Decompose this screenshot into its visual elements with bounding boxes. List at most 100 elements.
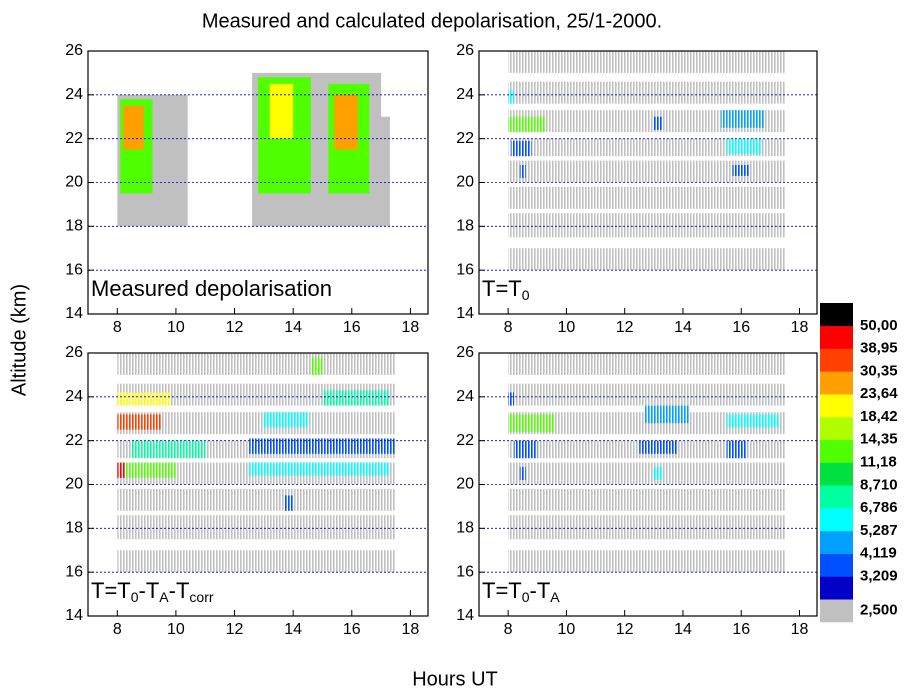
heatmap-cell (263, 412, 308, 428)
x-tick-label: 12 (226, 319, 244, 336)
x-axis-label: Hours UT (412, 668, 498, 690)
x-tick-label: 12 (616, 319, 634, 336)
y-tick-label: 14 (65, 305, 83, 322)
y-tick-label: 20 (456, 174, 474, 191)
colorbar-label: 23,64 (860, 385, 898, 402)
heatmap-cell (508, 515, 785, 540)
y-tick-label: 26 (456, 42, 474, 59)
heatmap-cell (269, 83, 294, 139)
x-tick-label: 18 (791, 621, 809, 638)
heatmap-cell (117, 414, 162, 430)
x-tick-label: 8 (504, 319, 513, 336)
heatmap-cell (310, 357, 323, 375)
y-tick-label: 16 (65, 261, 83, 278)
panel-label-part: T=T (482, 276, 522, 301)
figure-title: Measured and calculated depolarisation, … (202, 10, 662, 32)
x-tick-label: 18 (402, 621, 420, 638)
heatmap-cell (653, 116, 663, 130)
colorbar-label: 6,786 (860, 499, 898, 516)
y-tick-label: 18 (65, 218, 83, 235)
y-tick-label: 26 (456, 344, 474, 361)
heatmap-cell (508, 160, 785, 183)
x-tick-label: 16 (343, 621, 361, 638)
heatmap-cell (284, 495, 294, 511)
heatmap-cell (508, 213, 785, 238)
colorbar-swatch (820, 394, 853, 418)
panel-label: Measured depolarisation (91, 276, 332, 301)
x-tick-label: 16 (732, 621, 750, 638)
heatmap-cell (508, 81, 785, 104)
heatmap-cells (117, 72, 390, 227)
colorbar-label: 18,42 (860, 408, 898, 425)
heatmap-cell (732, 164, 750, 176)
x-tick-label: 14 (674, 319, 692, 336)
x-tick-label: 8 (113, 319, 122, 336)
y-tick-label: 18 (456, 218, 474, 235)
heatmap-cell (726, 414, 780, 428)
heatmap-cell (720, 110, 765, 128)
colorbar-swatch (820, 371, 853, 395)
colorbar-label: 3,209 (860, 567, 898, 584)
colorbar-swatch (820, 439, 853, 463)
y-tick-label: 20 (65, 476, 83, 493)
heatmap-cell (645, 405, 689, 424)
heatmap-cell (131, 440, 206, 459)
colorbar-label: 30,35 (860, 362, 898, 379)
y-tick-label: 20 (65, 174, 83, 191)
heatmap-cell (117, 392, 171, 406)
panel-label-part: 0 (131, 589, 139, 605)
heatmap-cells (117, 353, 396, 573)
colorbar-swatch (820, 553, 853, 577)
y-tick-label: 24 (65, 86, 83, 103)
x-tick-label: 14 (284, 319, 302, 336)
x-tick-label: 18 (402, 319, 420, 336)
heatmap-cell (726, 440, 748, 459)
heatmap-cells (508, 51, 785, 271)
y-tick-label: 24 (456, 388, 474, 405)
heatmap-cell (369, 116, 390, 227)
panel-label-part: -T (139, 578, 160, 603)
y-tick-label: 26 (65, 42, 83, 59)
x-tick-label: 8 (504, 621, 513, 638)
colorbar-label: 11,18 (860, 453, 897, 470)
y-tick-label: 26 (65, 344, 83, 361)
y-tick-label: 22 (65, 130, 83, 147)
x-tick-label: 18 (791, 319, 809, 336)
heatmap-cell (117, 353, 396, 375)
y-tick-label: 16 (65, 563, 83, 580)
colorbar-label: 38,95 (860, 340, 898, 357)
colorbar-label: 8,710 (860, 476, 898, 493)
panel-label-part: T=T (91, 578, 131, 603)
heatmap-cell (508, 414, 555, 432)
heatmap-cell (508, 186, 785, 209)
x-tick-label: 12 (616, 621, 634, 638)
panel-label-part: T=T (482, 578, 522, 603)
heatmap-cell (117, 515, 396, 540)
y-tick-label: 16 (456, 563, 474, 580)
heatmap-cell (513, 440, 538, 459)
y-tick-label: 22 (456, 432, 474, 449)
heatmap-cell (519, 164, 526, 179)
heatmap-cell (508, 90, 514, 104)
colorbar-label: 2,500 (860, 602, 898, 619)
heatmap-cell (508, 138, 785, 157)
heatmap-cell (519, 466, 526, 481)
heatmap-cell (511, 140, 532, 157)
colorbar-swatch (820, 348, 853, 372)
x-tick-label: 14 (674, 621, 692, 638)
heatmap-cell (726, 138, 762, 155)
colorbar-label: 4,119 (860, 545, 897, 562)
y-tick-label: 18 (456, 520, 474, 537)
heatmap-cell (322, 390, 390, 406)
heatmap-cell (653, 466, 663, 481)
panel-label: T=T0-TA (482, 578, 560, 605)
panel-label: T=T0 (482, 276, 530, 303)
y-tick-label: 14 (456, 305, 474, 322)
panel-label-part: -T (530, 578, 551, 603)
colorbar-label: 50,00 (860, 317, 898, 334)
y-tick-label: 22 (65, 432, 83, 449)
heatmap-cell (508, 110, 785, 133)
colorbar-swatch (820, 303, 853, 327)
heatmap-cell (123, 105, 144, 150)
colorbar-label: 14,35 (860, 431, 898, 448)
